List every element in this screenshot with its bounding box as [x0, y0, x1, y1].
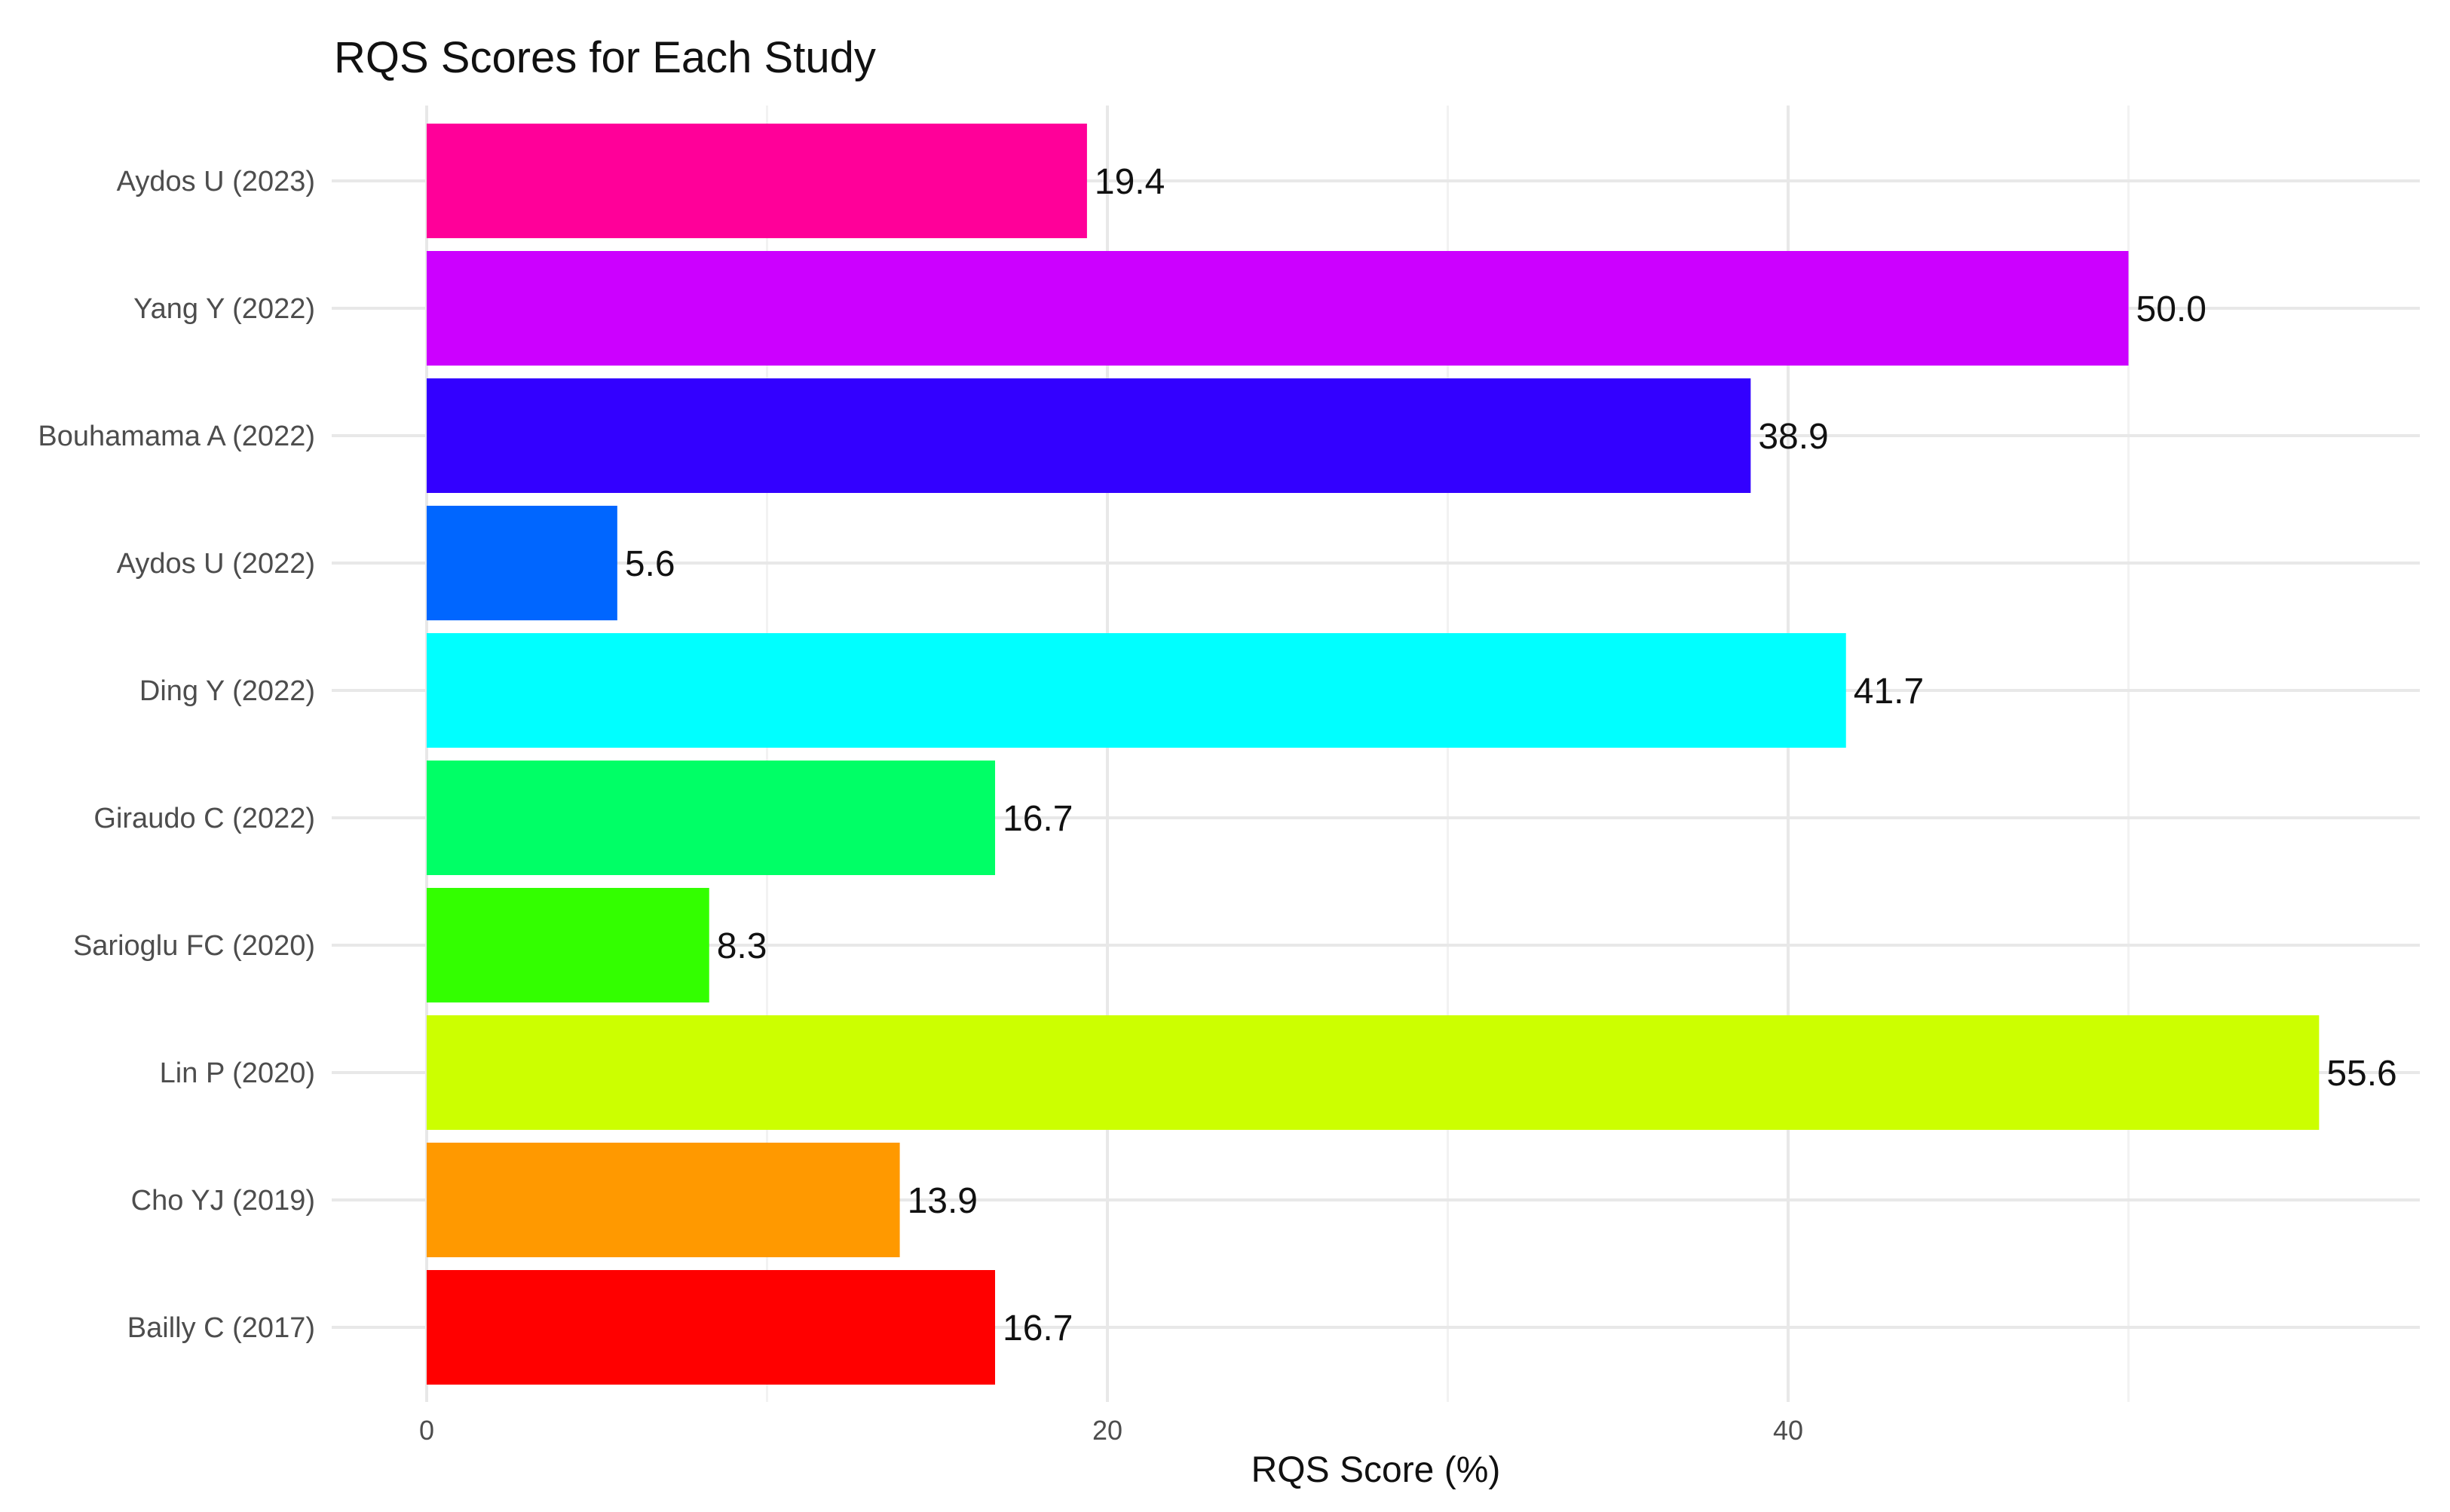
y-tick-label: Ding Y (2022) [139, 675, 315, 707]
data-label: 8.3 [717, 926, 767, 966]
y-tick-label: Aydos U (2023) [117, 166, 315, 197]
y-axis: Aydos U (2023) Yang Y (2022) Bouhamama A (… [38, 166, 315, 1344]
y-tick-label: Bouhamama A (2022) [38, 421, 315, 452]
bar [427, 506, 617, 620]
y-tick-label: Sarioglu FC (2020) [73, 930, 315, 962]
data-label: 16.7 [1003, 799, 1073, 839]
bar [427, 633, 1846, 748]
data-label: 13.9 [908, 1181, 978, 1221]
data-label: 41.7 [1854, 672, 1924, 712]
bar [427, 1143, 900, 1257]
chart-title: RQS Scores for Each Study [334, 33, 876, 82]
x-axis-title: RQS Score (%) [1251, 1450, 1501, 1490]
bar [427, 1270, 996, 1385]
data-label: 55.6 [2326, 1054, 2396, 1094]
x-tick-label: 0 [419, 1415, 434, 1446]
y-tick-label: Aydos U (2022) [117, 548, 315, 580]
data-labels-layer: 19.4 50.0 38.9 5.6 41.7 16.7 8.3 55.6 13.9 16.7 [625, 162, 2397, 1348]
y-tick-label: Giraudo C (2022) [93, 803, 315, 834]
x-tick-label: 40 [1773, 1415, 1803, 1446]
bar [427, 761, 996, 875]
data-label: 50.0 [2136, 289, 2207, 329]
y-tick-label: Yang Y (2022) [133, 293, 315, 325]
bar [427, 888, 709, 1002]
y-tick-label: Cho YJ (2019) [131, 1185, 315, 1217]
data-label: 16.7 [1003, 1308, 1073, 1348]
data-label: 19.4 [1095, 162, 1165, 202]
bar [427, 378, 1751, 493]
bar [427, 1015, 2320, 1130]
data-label: 38.9 [1758, 417, 1828, 457]
bar [427, 124, 1087, 238]
bars-layer [427, 124, 2320, 1385]
data-label: 5.6 [625, 544, 675, 584]
bar [427, 251, 2129, 366]
x-tick-label: 20 [1092, 1415, 1122, 1446]
y-tick-label: Bailly C (2017) [127, 1312, 315, 1344]
x-axis: 0 20 40 [419, 1415, 1803, 1446]
y-tick-label: Lin P (2020) [160, 1057, 315, 1089]
